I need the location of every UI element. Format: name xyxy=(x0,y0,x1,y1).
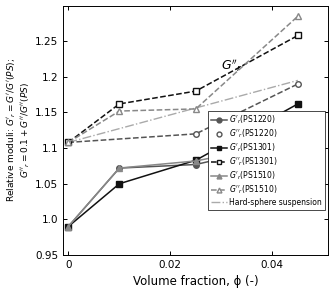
Y-axis label: Relative moduli: $G'_r = G'/G'(PS)$;
$G''_r = 0.1 + G''/G''(PS)$: Relative moduli: $G'_r = G'/G'(PS)$; $G'… xyxy=(6,58,32,202)
Text: $G'_r$: $G'_r$ xyxy=(237,121,256,137)
Legend: $G'_r$(PS1220), $G''_r$(PS1220), $G'_r$(PS1301), $G''_r$(PS1301), $G'_r$(PS1510): $G'_r$(PS1220), $G''_r$(PS1220), $G'_r$(… xyxy=(208,111,325,210)
Text: $G''_r$: $G''_r$ xyxy=(221,58,243,74)
X-axis label: Volume fraction, ϕ (-): Volume fraction, ϕ (-) xyxy=(133,275,259,288)
